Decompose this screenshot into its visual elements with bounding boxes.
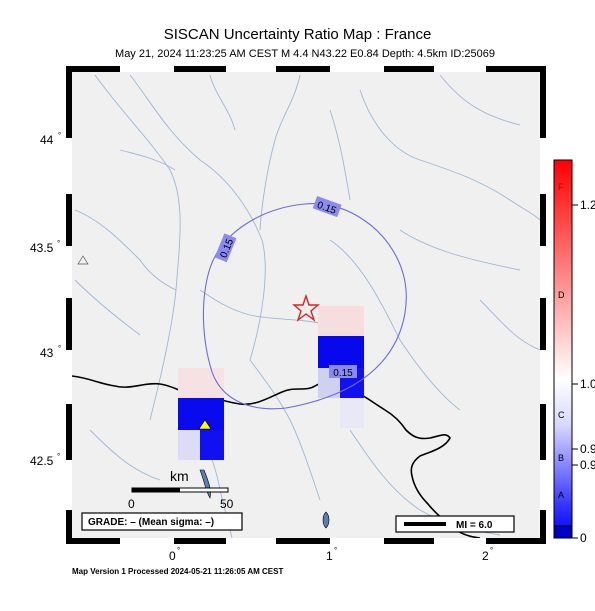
processing-note: Map Version 1 Processed 2024-05-21 11:26… bbox=[72, 567, 284, 576]
rivers bbox=[74, 74, 540, 538]
lake bbox=[322, 511, 330, 529]
station-triangle-icon bbox=[198, 419, 212, 430]
svg-text:°: ° bbox=[57, 452, 60, 461]
epicenter-star-icon bbox=[292, 293, 320, 322]
svg-text:°: ° bbox=[334, 546, 337, 555]
event-info: May 21, 2024 11:23:25 AM CEST M 4.4 N43.… bbox=[115, 48, 495, 60]
colorbar-letter: C bbox=[558, 410, 565, 420]
svg-text:°: ° bbox=[490, 546, 493, 555]
colorbar-letter: B bbox=[558, 453, 564, 463]
lat-label: 43 bbox=[40, 346, 54, 360]
mi-text: MI = 6.0 bbox=[456, 520, 493, 531]
mi-line bbox=[404, 522, 446, 526]
colorbar-value: 0.9 bbox=[580, 442, 595, 456]
lon-label: 2 bbox=[482, 549, 489, 563]
colorbar-value: 1.0 bbox=[580, 377, 595, 391]
svg-text:°: ° bbox=[177, 546, 180, 555]
contour-label: 0.15 bbox=[329, 365, 357, 379]
colorbar-letter: A bbox=[558, 490, 564, 500]
lat-label: 43.5 bbox=[30, 241, 54, 255]
mi-box bbox=[395, 515, 515, 533]
frame-ticks bbox=[66, 66, 546, 544]
svg-text:°: ° bbox=[57, 239, 60, 248]
scale-start: 0 bbox=[128, 497, 135, 511]
svg-text:°: ° bbox=[58, 131, 61, 140]
svg-text:°: ° bbox=[58, 344, 61, 353]
uncertainty-contour bbox=[202, 202, 407, 410]
svg-text:0.15: 0.15 bbox=[333, 368, 353, 379]
lat-label: 42.5 bbox=[30, 454, 54, 468]
grade-box bbox=[81, 512, 243, 531]
colorbar: F E C B A 1.2 1.0 0.9 0.9 0 D bbox=[553, 159, 595, 545]
colorbar-letter: F bbox=[558, 182, 564, 192]
lon-label: 0 bbox=[169, 549, 176, 563]
scale-end: 50 bbox=[220, 497, 234, 511]
land-area bbox=[72, 72, 540, 538]
lon-label: 1 bbox=[326, 549, 333, 563]
scale-unit: km bbox=[170, 468, 189, 484]
uncertainty-cells bbox=[178, 306, 364, 460]
lat-label: 44 bbox=[40, 133, 54, 147]
station-triangle-icon bbox=[77, 255, 89, 265]
map-title: SISCAN Uncertainty Ratio Map : France bbox=[163, 26, 432, 43]
grade-text: GRADE: – (Mean sigma: –) bbox=[88, 517, 214, 528]
colorbar-value: 1.2 bbox=[580, 198, 595, 212]
colorbar-value: 0.9 bbox=[580, 458, 595, 472]
colorbar-value: 0 bbox=[580, 531, 587, 545]
colorbar-letter: D bbox=[558, 290, 565, 300]
